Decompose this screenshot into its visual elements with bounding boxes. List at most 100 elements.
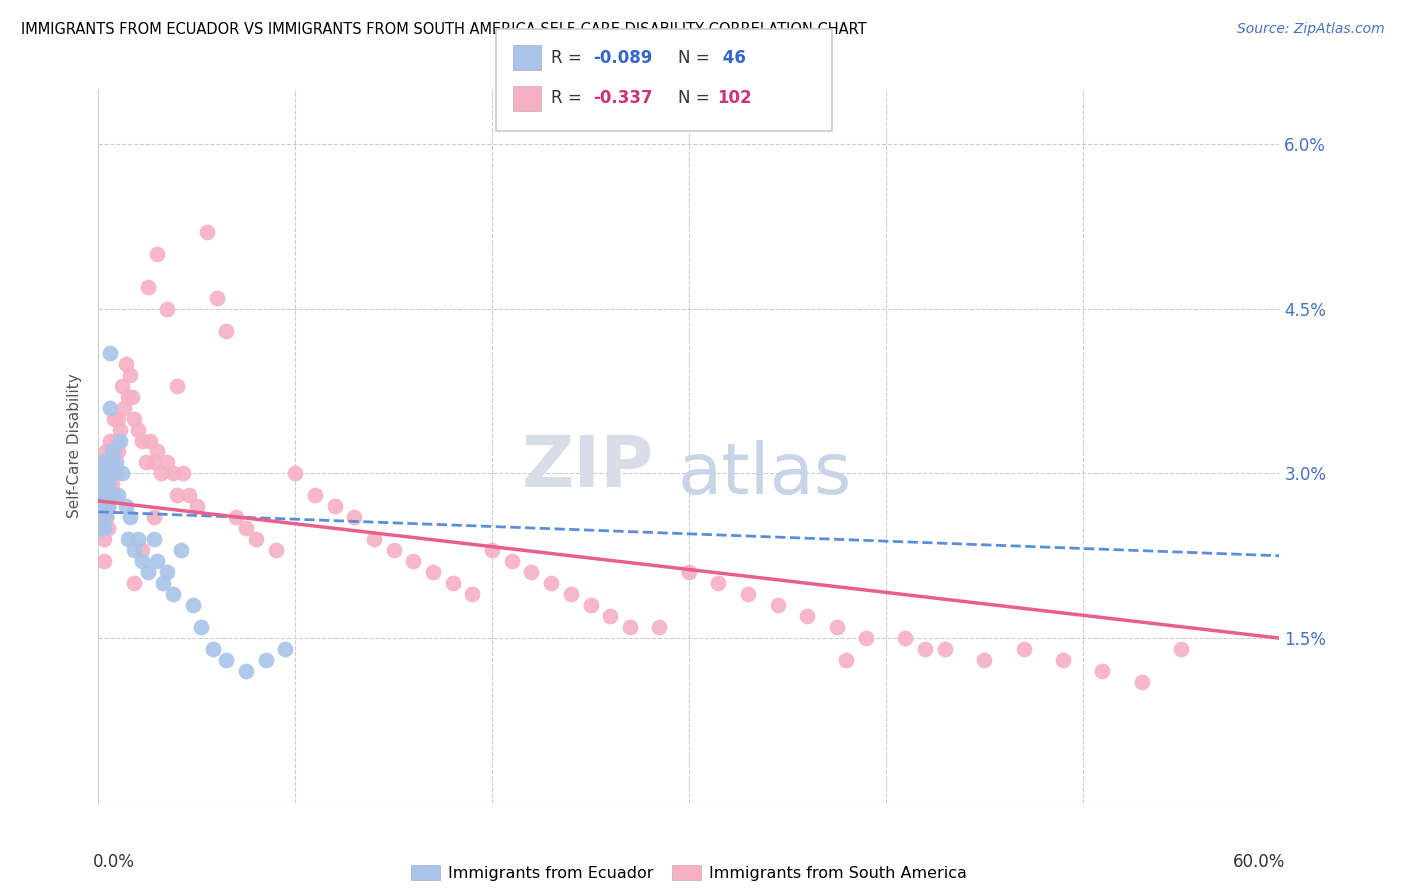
Point	[766, 598, 789, 612]
Text: -0.089: -0.089	[593, 49, 652, 67]
Point	[181, 598, 204, 612]
Point	[96, 467, 118, 481]
Y-axis label: Self-Care Disability: Self-Care Disability	[67, 374, 83, 518]
Point	[96, 444, 118, 458]
Point	[973, 653, 995, 667]
Point	[235, 521, 257, 535]
Point	[115, 500, 138, 514]
Point	[91, 521, 114, 535]
Point	[107, 411, 129, 425]
Point	[177, 488, 200, 502]
Point	[97, 500, 120, 514]
Point	[1052, 653, 1074, 667]
Text: 102: 102	[717, 89, 752, 107]
Point	[215, 653, 238, 667]
Point	[619, 620, 641, 634]
Point	[162, 587, 184, 601]
Point	[131, 554, 153, 568]
Point	[93, 533, 115, 547]
Point	[96, 510, 118, 524]
Point	[150, 467, 173, 481]
Point	[121, 390, 143, 404]
Point	[599, 609, 621, 624]
Point	[91, 500, 114, 514]
Point	[225, 510, 247, 524]
Point	[96, 467, 118, 481]
Point	[894, 631, 917, 645]
Point	[93, 500, 115, 514]
Point	[101, 444, 124, 458]
Text: 46: 46	[717, 49, 747, 67]
Text: atlas: atlas	[678, 440, 852, 509]
Point	[97, 521, 120, 535]
Point	[98, 345, 121, 359]
Point	[264, 543, 287, 558]
Text: Source: ZipAtlas.com: Source: ZipAtlas.com	[1237, 22, 1385, 37]
Point	[579, 598, 602, 612]
Point	[131, 434, 153, 448]
Point	[162, 467, 184, 481]
Point	[461, 587, 484, 601]
Point	[101, 488, 124, 502]
Point	[93, 521, 115, 535]
Point	[111, 467, 134, 481]
Point	[89, 477, 111, 491]
Text: ZIP: ZIP	[522, 433, 654, 502]
Point	[934, 642, 956, 657]
Point	[441, 576, 464, 591]
Point	[111, 378, 134, 392]
Point	[103, 467, 125, 481]
Point	[89, 477, 111, 491]
Point	[91, 477, 114, 491]
Point	[648, 620, 671, 634]
Point	[122, 576, 145, 591]
Point	[98, 401, 121, 415]
Point	[105, 455, 128, 469]
Point	[914, 642, 936, 657]
Point	[422, 566, 444, 580]
Text: 60.0%: 60.0%	[1233, 853, 1285, 871]
Point	[166, 488, 188, 502]
Point	[284, 467, 307, 481]
Point	[146, 247, 169, 261]
Point	[1091, 664, 1114, 678]
Point	[1012, 642, 1035, 657]
Point	[105, 434, 128, 448]
Point	[825, 620, 848, 634]
Point	[127, 533, 149, 547]
Point	[122, 411, 145, 425]
Point	[91, 477, 114, 491]
Point	[1130, 675, 1153, 690]
Text: N =: N =	[678, 89, 714, 107]
Point	[97, 500, 120, 514]
Point	[146, 444, 169, 458]
Point	[112, 401, 135, 415]
Point	[93, 467, 115, 481]
Point	[142, 533, 165, 547]
Point	[136, 566, 159, 580]
Point	[89, 500, 111, 514]
Point	[136, 280, 159, 294]
Point	[235, 664, 257, 678]
Point	[89, 500, 111, 514]
Point	[142, 455, 165, 469]
Point	[107, 488, 129, 502]
Point	[103, 444, 125, 458]
Point	[118, 368, 141, 382]
Point	[245, 533, 267, 547]
Point	[108, 423, 131, 437]
Legend: Immigrants from Ecuador, Immigrants from South America: Immigrants from Ecuador, Immigrants from…	[405, 859, 973, 888]
Point	[96, 488, 118, 502]
Point	[118, 510, 141, 524]
Point	[737, 587, 759, 601]
Point	[91, 500, 114, 514]
Point	[93, 467, 115, 481]
Point	[97, 477, 120, 491]
Point	[172, 467, 194, 481]
Point	[131, 543, 153, 558]
Point	[796, 609, 818, 624]
Point	[215, 324, 238, 338]
Point	[98, 434, 121, 448]
Point	[142, 510, 165, 524]
Point	[201, 642, 224, 657]
